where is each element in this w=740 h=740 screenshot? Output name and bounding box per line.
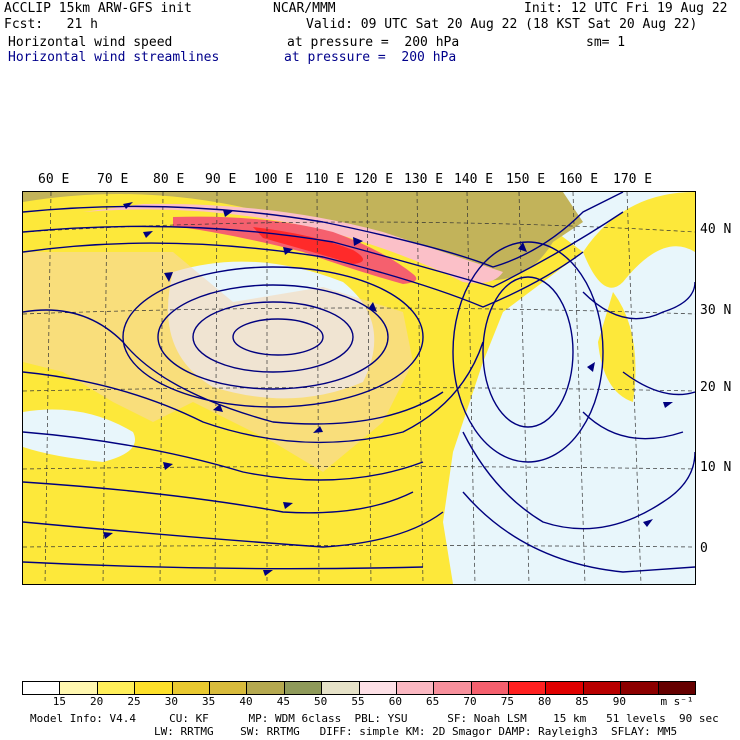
field1-smoothing: sm= 1 <box>586 35 626 50</box>
colorbar-swatch <box>60 682 98 694</box>
colorbar-label: 20 <box>90 695 104 708</box>
colorbar-label: 30 <box>164 695 178 708</box>
east-pacific-yellow <box>583 192 695 288</box>
lon-label: 140 E <box>454 172 494 187</box>
colorbar-unit: m s⁻¹ <box>660 695 694 708</box>
colorbar-label: 15 <box>52 695 66 708</box>
jet-band <box>83 203 503 284</box>
colorbar-label: 55 <box>351 695 365 708</box>
colorbar-swatch <box>247 682 285 694</box>
wind-map <box>22 191 696 585</box>
colorbar-swatch <box>583 682 622 694</box>
colorbar-swatch <box>135 682 173 694</box>
colorbar-swatch <box>658 682 696 694</box>
calm-region-sw <box>23 409 135 462</box>
field2-level: at pressure = 200 hPa <box>284 50 457 65</box>
colorbar-label: 85 <box>575 695 589 708</box>
lat-label: 30 N <box>700 303 732 318</box>
field1-level: at pressure = 200 hPa <box>287 35 460 50</box>
header-source: NCAR/MMM <box>273 1 336 16</box>
colorbar-label: 75 <box>500 695 514 708</box>
lon-label: 60 E <box>38 172 70 187</box>
lon-label: 170 E <box>613 172 653 187</box>
init-time: Init: 12 UTC Fri 19 Aug 22 <box>524 1 728 16</box>
lon-label: 80 E <box>153 172 185 187</box>
field1-name: Horizontal wind speed <box>8 35 173 50</box>
colorbar-label: 45 <box>276 695 290 708</box>
colorbar-swatch <box>621 682 659 694</box>
colorbar-label: 80 <box>538 695 552 708</box>
lat-label: 40 N <box>700 222 732 237</box>
calm-region-east <box>443 192 695 584</box>
lon-label: 150 E <box>506 172 546 187</box>
colorbar-label: 70 <box>463 695 477 708</box>
colorbar-label: 40 <box>239 695 253 708</box>
colorbar <box>22 681 696 695</box>
lon-label: 110 E <box>305 172 345 187</box>
colorbar-swatch <box>284 682 323 694</box>
header-title: ACCLIP 15km ARW-GFS init <box>4 1 192 16</box>
jet-core <box>173 216 417 284</box>
colorbar-label: 35 <box>202 695 216 708</box>
colorbar-swatch <box>434 682 472 694</box>
streamline-arrows <box>103 202 673 576</box>
colorbar-swatch <box>209 682 248 694</box>
colorbar-swatch <box>546 682 584 694</box>
lon-label: 70 E <box>97 172 129 187</box>
colorbar-swatch <box>396 682 435 694</box>
colorbar-label: 50 <box>314 695 328 708</box>
valid-time: Valid: 09 UTC Sat 20 Aug 22 (18 KST Sat … <box>306 17 698 32</box>
colorbar-swatch <box>509 682 547 694</box>
lat-label: 20 N <box>700 380 732 395</box>
model-info: Model Info: V4.4 CU: KF MP: WDM 6class P… <box>30 712 719 725</box>
colorbar-swatch <box>23 682 61 694</box>
colorbar-swatch <box>322 682 360 694</box>
colorbar-label: 60 <box>388 695 402 708</box>
field2-name: Horizontal wind streamlines <box>8 50 220 65</box>
streamlines <box>23 192 695 573</box>
colorbar-label: 65 <box>426 695 440 708</box>
lon-label: 130 E <box>404 172 444 187</box>
colorbar-swatch <box>359 682 397 694</box>
lat-label: 10 N <box>700 460 732 475</box>
lon-label: 90 E <box>205 172 237 187</box>
graticule <box>23 192 695 584</box>
lat-label: 0 <box>700 541 708 556</box>
lon-label: 160 E <box>559 172 599 187</box>
lon-label: 120 E <box>354 172 394 187</box>
colorbar-swatch <box>97 682 136 694</box>
lon-label: 100 E <box>254 172 294 187</box>
colorbar-swatch <box>471 682 510 694</box>
model-physics: LW: RRTMG SW: RRTMG DIFF: simple KM: 2D … <box>154 725 678 738</box>
colorbar-label: 90 <box>612 695 626 708</box>
forecast-hour: Fcst: 21 h <box>4 17 98 32</box>
jet-max <box>253 227 363 264</box>
colorbar-label: 25 <box>127 695 141 708</box>
colorbar-swatch <box>172 682 210 694</box>
